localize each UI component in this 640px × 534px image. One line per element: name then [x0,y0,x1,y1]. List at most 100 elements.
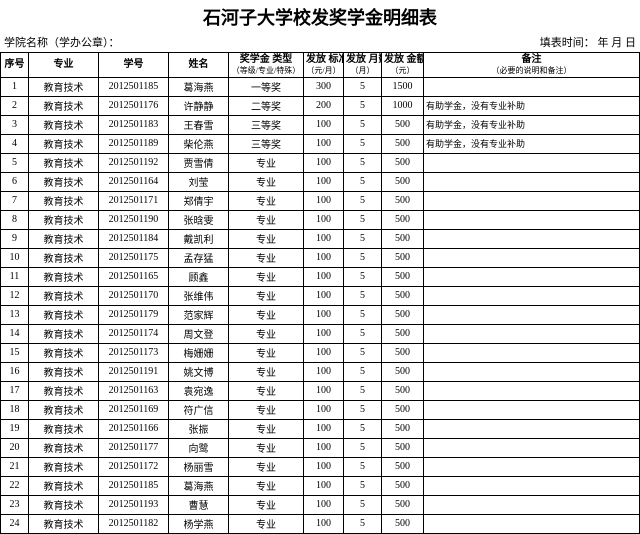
cell-amount: 500 [382,115,424,134]
cell-std: 100 [304,514,344,533]
table-row: 19教育技术2012501166张振专业1005500 [1,419,640,438]
cell-seq: 11 [1,267,29,286]
cell-months: 5 [344,172,382,191]
cell-seq: 23 [1,495,29,514]
cell-seq: 22 [1,476,29,495]
cell-std: 100 [304,438,344,457]
cell-type: 专业 [229,229,304,248]
cell-type: 专业 [229,210,304,229]
cell-note [424,476,640,495]
cell-type: 专业 [229,191,304,210]
cell-amount: 500 [382,495,424,514]
cell-note [424,457,640,476]
cell-std: 100 [304,457,344,476]
cell-id: 2012501170 [99,286,169,305]
cell-id: 2012501185 [99,77,169,96]
table-row: 24教育技术2012501182杨学燕专业1005500 [1,514,640,533]
cell-std: 200 [304,96,344,115]
cell-name: 周文登 [169,324,229,343]
cell-major: 教育技术 [29,286,99,305]
cell-note [424,172,640,191]
cell-name: 姚文博 [169,362,229,381]
cell-id: 2012501163 [99,381,169,400]
cell-major: 教育技术 [29,172,99,191]
cell-id: 2012501164 [99,172,169,191]
cell-amount: 500 [382,514,424,533]
cell-id: 2012501191 [99,362,169,381]
th-id: 学号 [99,53,169,78]
th-type: 奖学金 类型 （等级/专业/特殊） [229,53,304,78]
cell-seq: 8 [1,210,29,229]
cell-amount: 500 [382,229,424,248]
table-row: 9教育技术2012501184戴凯利专业1005500 [1,229,640,248]
cell-seq: 10 [1,248,29,267]
cell-std: 100 [304,210,344,229]
cell-amount: 500 [382,305,424,324]
meta-row: 学院名称（学办公章）： 填表时间： 年 月 日 [0,32,640,52]
cell-note: 有助学金，没有专业补助 [424,115,640,134]
cell-id: 2012501182 [99,514,169,533]
cell-note [424,229,640,248]
cell-id: 2012501173 [99,343,169,362]
cell-std: 100 [304,495,344,514]
cell-months: 5 [344,400,382,419]
cell-major: 教育技术 [29,476,99,495]
cell-months: 5 [344,248,382,267]
cell-name: 梅姗姗 [169,343,229,362]
cell-note [424,77,640,96]
cell-std: 100 [304,153,344,172]
cell-id: 2012501176 [99,96,169,115]
cell-std: 100 [304,248,344,267]
cell-amount: 500 [382,267,424,286]
th-note-sub: （必要的说明和备注） [426,66,637,76]
cell-amount: 500 [382,153,424,172]
cell-amount: 500 [382,476,424,495]
th-major: 专业 [29,53,99,78]
cell-major: 教育技术 [29,115,99,134]
cell-months: 5 [344,514,382,533]
cell-amount: 500 [382,286,424,305]
cell-type: 专业 [229,324,304,343]
cell-type: 专业 [229,419,304,438]
cell-note [424,419,640,438]
cell-type: 专业 [229,343,304,362]
cell-note: 有助学金，没有专业补助 [424,96,640,115]
cell-months: 5 [344,495,382,514]
cell-type: 专业 [229,153,304,172]
cell-id: 2012501171 [99,191,169,210]
cell-note [424,305,640,324]
cell-seq: 14 [1,324,29,343]
cell-months: 5 [344,210,382,229]
cell-type: 专业 [229,381,304,400]
cell-seq: 17 [1,381,29,400]
cell-seq: 20 [1,438,29,457]
cell-std: 100 [304,400,344,419]
table-row: 14教育技术2012501174周文登专业1005500 [1,324,640,343]
cell-type: 专业 [229,248,304,267]
cell-id: 2012501179 [99,305,169,324]
cell-seq: 18 [1,400,29,419]
cell-major: 教育技术 [29,267,99,286]
cell-amount: 1500 [382,77,424,96]
page-title: 石河子大学校发奖学金明细表 [0,0,640,32]
cell-name: 杨学燕 [169,514,229,533]
cell-id: 2012501189 [99,134,169,153]
cell-type: 专业 [229,400,304,419]
cell-name: 向鹭 [169,438,229,457]
cell-amount: 500 [382,381,424,400]
table-row: 13教育技术2012501179范家辉专业1005500 [1,305,640,324]
th-months-sub: （月） [346,66,379,76]
cell-major: 教育技术 [29,324,99,343]
table-row: 18教育技术2012501169符广信专业1005500 [1,400,640,419]
cell-name: 葛海燕 [169,476,229,495]
cell-type: 三等奖 [229,115,304,134]
cell-std: 100 [304,381,344,400]
cell-months: 5 [344,438,382,457]
cell-months: 5 [344,381,382,400]
cell-major: 教育技术 [29,419,99,438]
cell-type: 专业 [229,305,304,324]
cell-note [424,381,640,400]
cell-months: 5 [344,115,382,134]
cell-id: 2012501174 [99,324,169,343]
cell-note [424,514,640,533]
